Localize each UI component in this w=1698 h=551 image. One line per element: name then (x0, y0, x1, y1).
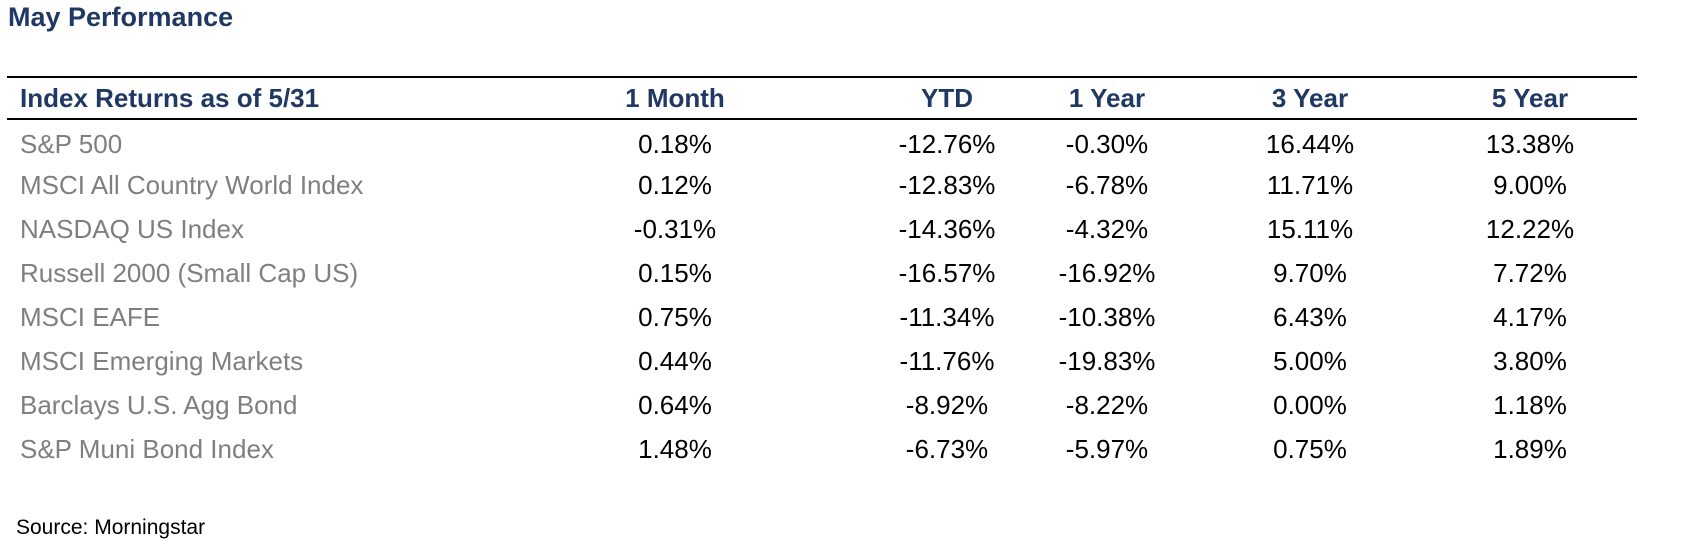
return-value: 0.15% (638, 257, 712, 288)
return-value: -19.83% (1058, 345, 1156, 376)
column-header-1-year: 1 Year (1068, 82, 1146, 113)
column-header-1-month: 1 Month (625, 82, 725, 113)
index-name: Russell 2000 (Small Cap US) (20, 257, 359, 288)
return-value: 7.72% (1493, 257, 1567, 288)
column-header-5-year: 5 Year (1491, 82, 1569, 113)
table-body: S&P 500 0.18% -12.76% -0.30% 16.44% 13.38% MSC… (7, 119, 1637, 471)
return-value: -14.36% (898, 213, 996, 244)
return-value: 1.48% (638, 433, 712, 464)
table-row: Barclays U.S. Agg Bond 0.64% -8.92% -8.22% 0… (7, 383, 1637, 427)
index-name: NASDAQ US Index (20, 213, 244, 244)
column-header-3-year: 3 Year (1271, 82, 1349, 113)
index-name: MSCI Emerging Markets (20, 345, 304, 376)
table-row: Russell 2000 (Small Cap US) 0.15% -16.57% -… (7, 251, 1637, 295)
table-header-label: Index Returns as of 5/31 (20, 82, 320, 113)
return-value: -6.73% (905, 433, 989, 464)
return-value: 6.43% (1273, 301, 1347, 332)
table-row: NASDAQ US Index -0.31% -14.36% -4.32% 15.11%… (7, 207, 1637, 251)
return-value: 1.89% (1493, 433, 1567, 464)
index-name: MSCI All Country World Index (20, 169, 364, 200)
index-name: S&P 500 (20, 129, 123, 159)
return-value: -11.34% (899, 301, 995, 332)
table-row: MSCI EAFE 0.75% -11.34% -10.38% 6.43% 4.17% (7, 295, 1637, 339)
return-value: 0.75% (1273, 433, 1347, 464)
return-value: 9.70% (1273, 257, 1347, 288)
return-value: 3.80% (1493, 345, 1567, 376)
column-header-ytd: YTD (921, 82, 973, 113)
return-value: -0.31% (633, 213, 717, 244)
return-value: -12.76% (898, 129, 996, 159)
return-value: -10.38% (1058, 301, 1156, 332)
table-row: MSCI Emerging Markets 0.44% -11.76% -19.83%… (7, 339, 1637, 383)
table-row: S&P 500 0.18% -12.76% -0.30% 16.44% 13.38% (7, 119, 1637, 163)
return-value: 1.18% (1493, 389, 1567, 420)
return-value: 0.12% (638, 169, 712, 200)
return-value: 5.00% (1273, 345, 1347, 376)
source-note: Source: Morningstar (16, 516, 206, 539)
index-name: Barclays U.S. Agg Bond (20, 389, 298, 420)
return-value: 9.00% (1493, 169, 1567, 200)
return-value: -8.22% (1065, 389, 1149, 420)
return-value: 13.38% (1485, 129, 1575, 159)
return-value: 0.75% (638, 301, 712, 332)
return-value: -0.30% (1065, 129, 1149, 159)
table-header-row: Index Returns as of 5/31 1 Month YTD 1 Y… (7, 77, 1637, 119)
return-value: 0.00% (1273, 389, 1347, 420)
return-value: -12.83% (898, 169, 996, 200)
return-value: 0.18% (638, 129, 712, 159)
index-returns-table: Index Returns as of 5/31 1 Month YTD 1 Y… (7, 76, 1637, 471)
return-value: 0.64% (638, 389, 712, 420)
return-value: 0.44% (638, 345, 712, 376)
return-value: 12.22% (1485, 213, 1575, 244)
return-value: -4.32% (1065, 213, 1149, 244)
return-value: 4.17% (1493, 301, 1567, 332)
table-row: MSCI All Country World Index 0.12% -12.83%… (7, 163, 1637, 207)
table-row: S&P Muni Bond Index 1.48% -6.73% -5.97% 0.75… (7, 427, 1637, 471)
index-name: S&P Muni Bond Index (20, 433, 274, 464)
return-value: -8.92% (905, 389, 989, 420)
return-value: 11.71% (1266, 169, 1354, 200)
return-value: 15.11% (1266, 213, 1354, 244)
return-value: 16.44% (1265, 129, 1355, 159)
return-value: -5.97% (1065, 433, 1149, 464)
page-title: May Performance (8, 2, 234, 32)
index-name: MSCI EAFE (20, 301, 161, 332)
return-value: -16.57% (898, 257, 996, 288)
return-value: -6.78% (1065, 169, 1149, 200)
return-value: -11.76% (899, 345, 995, 376)
return-value: -16.92% (1058, 257, 1156, 288)
